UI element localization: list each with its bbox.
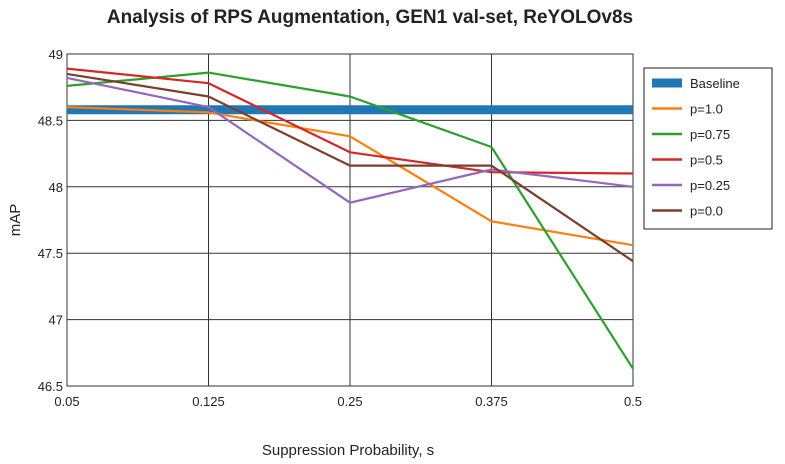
y-tick-label: 48 — [49, 180, 63, 195]
y-tick-label: 46.5 — [38, 379, 63, 394]
x-tick-label: 0.375 — [475, 394, 508, 409]
y-tick-label: 47.5 — [38, 246, 63, 261]
x-tick-label: 0.05 — [54, 394, 79, 409]
y-tick-label: 48.5 — [38, 113, 63, 128]
y-axis-label: mAP — [7, 204, 24, 237]
y-tick-label: 49 — [49, 47, 63, 62]
legend-entry: p=0.5 — [690, 153, 723, 168]
legend: Baseline p=1.0 p=0.75 p=0.5 p=0.25 p=0.0 — [643, 67, 773, 230]
chart-title: Analysis of RPS Augmentation, GEN1 val-s… — [107, 7, 633, 28]
legend-entry: Baseline — [690, 76, 740, 91]
legend-entry: p=0.0 — [690, 204, 723, 219]
x-axis-label: Suppression Probability, s — [262, 442, 434, 459]
series-line-p-0-75 — [66, 71, 634, 370]
x-tick-label: 0.125 — [192, 394, 225, 409]
legend-entry: p=1.0 — [690, 102, 723, 117]
legend-entry: p=0.75 — [690, 127, 730, 142]
series-line-p-0-0 — [66, 72, 634, 263]
x-tick-label: 0.5 — [624, 394, 642, 409]
legend-box — [643, 67, 773, 230]
series-line-p-0-25 — [66, 76, 634, 204]
series-line-p-1-0 — [66, 106, 634, 247]
y-tick-label: 47 — [49, 313, 63, 328]
legend-entry: p=0.25 — [690, 178, 730, 193]
plot-area: 49 48.5 48 47.5 47 46.50.05 0.125 0.25 0.375 0.5 — [38, 47, 642, 409]
x-tick-label: 0.25 — [337, 394, 362, 409]
series-line-p-0-5 — [66, 67, 634, 175]
